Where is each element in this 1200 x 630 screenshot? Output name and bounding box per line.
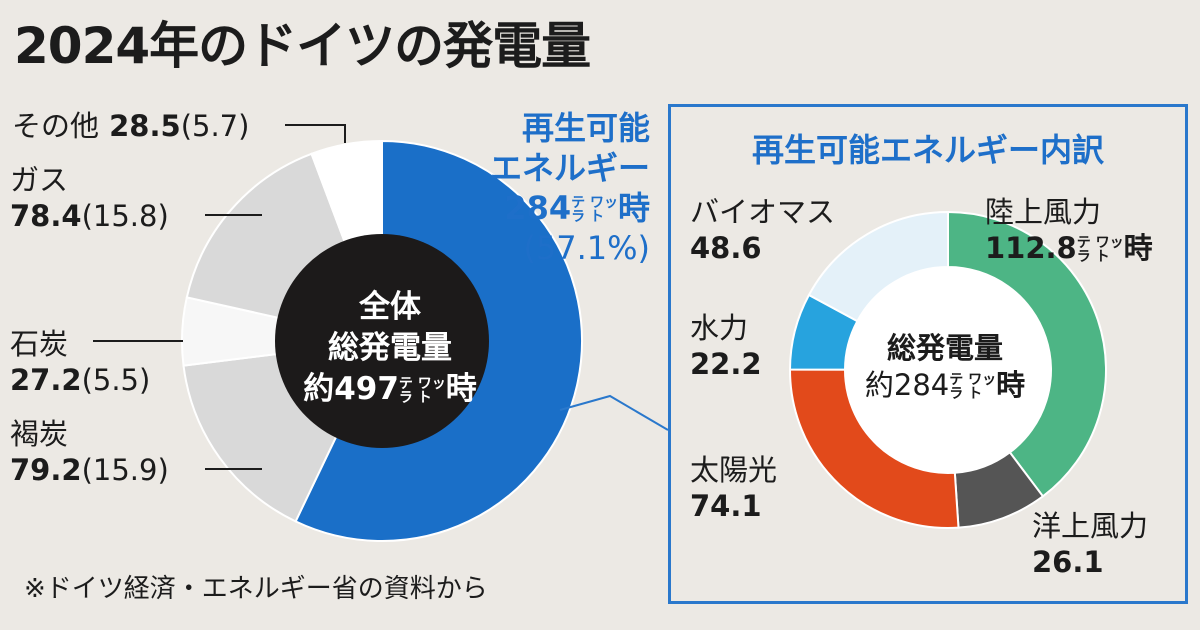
label-renewable: 再生可能 エネルギー 284テ ワッラ ト時 (57.1%) [489,109,650,267]
panel-title: 再生可能エネルギー内訳 [751,131,1104,169]
label-biomass: バイオマス 48.6 [690,195,836,265]
main-pie-center-disc [275,234,489,448]
center-value: 約497テ ワッラ ト時 [303,371,477,407]
leader-renewable-panel [559,394,669,431]
donut-center-line-1: 総発電量 [886,331,1003,365]
source-note: ※ドイツ経済・エネルギー省の資料から [24,574,488,604]
label-gas: ガス 78.4(15.8) [10,163,169,233]
main-pie-center-label: 全体 総発電量 約497テ ワッラ ト時 [290,287,490,410]
donut-center-value: 約284テ ワッラ ト時 [864,368,1026,402]
leader-other [285,124,346,143]
label-other: その他 28.5(5.7) [12,109,250,143]
label-onshore-wind: 陸上風力 112.8テ ワッラ ト時 [985,195,1153,265]
label-hydro: 水力 22.2 [690,311,762,381]
center-line-2: 総発電量 [328,330,452,366]
label-offshore-wind: 洋上風力 26.1 [1032,509,1149,579]
center-line-1: 全体 [359,289,421,325]
main-pie-slices [181,139,583,542]
label-lignite: 褐炭 79.2(15.9) [10,417,169,487]
donut-center-label: 総発電量 約284テ ワッラ ト時 [840,330,1050,404]
donut-center-disc [845,267,1051,473]
label-solar: 太陽光 74.1 [690,453,778,523]
label-coal: 石炭 27.2(5.5) [10,327,151,397]
chart-title: 2024年のドイツの発電量 [14,17,591,75]
